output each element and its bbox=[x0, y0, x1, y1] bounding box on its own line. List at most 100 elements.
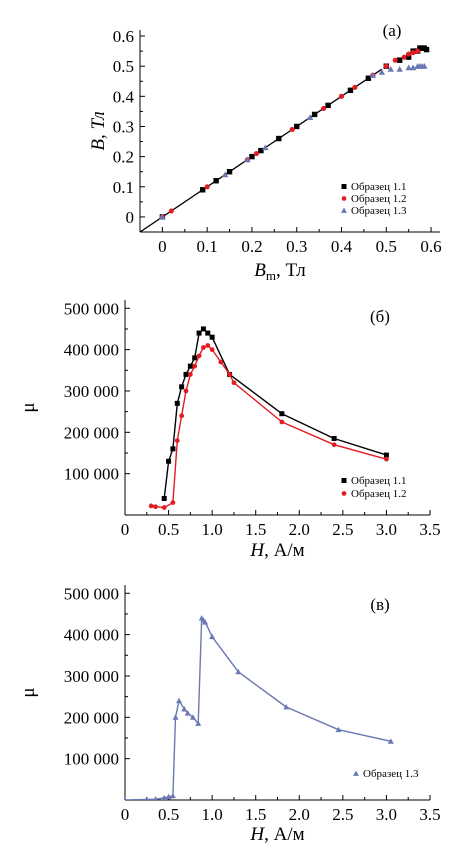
y-tick-label: 300 000 bbox=[64, 667, 119, 686]
series-line-1 bbox=[125, 617, 391, 800]
chart-panel-a: 0 0.1 0.2 0.3 0.4 0.5 0.6 0 0.1 0.2 0.3 0.4 0.5 0.6 B,… bbox=[88, 21, 442, 283]
data-point bbox=[325, 102, 331, 109]
legend-marker bbox=[353, 770, 359, 776]
data-point bbox=[397, 57, 403, 63]
data-point bbox=[183, 388, 189, 394]
x-axis-label: Bm, Тл bbox=[254, 260, 306, 283]
data-point bbox=[159, 213, 166, 220]
data-point bbox=[279, 411, 285, 417]
x-tick-label: 1.0 bbox=[202, 805, 223, 824]
legend-label: Образец 1.2 bbox=[351, 488, 407, 500]
y-tick-label: 100 000 bbox=[64, 465, 119, 484]
data-point bbox=[410, 50, 416, 56]
data-point bbox=[179, 384, 185, 390]
y-tick-label: 0.2 bbox=[113, 148, 134, 167]
x-tick-label: 0 bbox=[158, 237, 167, 256]
plot-area bbox=[148, 326, 389, 510]
data-point bbox=[196, 353, 202, 359]
x-tick-label: 0.5 bbox=[158, 805, 179, 824]
legend-label: Образец 1.1 bbox=[351, 475, 407, 487]
data-point bbox=[409, 64, 417, 71]
data-point bbox=[226, 169, 233, 175]
legend-label: Образец 1.1 bbox=[351, 181, 407, 193]
data-point bbox=[423, 46, 430, 53]
data-point bbox=[405, 54, 412, 60]
y-tick-label: 0.6 bbox=[113, 27, 134, 46]
x-tick-label: 2.0 bbox=[289, 520, 310, 539]
data-point bbox=[176, 697, 183, 704]
data-point bbox=[406, 51, 412, 57]
y-axis-label: μ bbox=[18, 402, 39, 412]
data-point bbox=[352, 84, 358, 90]
data-point bbox=[148, 503, 154, 509]
series-line-1 bbox=[163, 328, 387, 499]
data-point bbox=[192, 355, 198, 361]
data-point bbox=[383, 452, 389, 458]
data-point bbox=[235, 668, 242, 675]
data-point bbox=[253, 151, 259, 157]
data-point bbox=[384, 456, 389, 462]
x-tick-label: 0.4 bbox=[331, 237, 353, 256]
x-tick-label: 0.5 bbox=[158, 520, 179, 539]
x-tick-label: 3.0 bbox=[376, 805, 397, 824]
x-axis-label-subscript: m bbox=[266, 268, 276, 283]
legend-marker bbox=[341, 491, 347, 496]
x-axis-label-unit: , Тл bbox=[276, 260, 306, 281]
x-axis-label-symbol: H bbox=[249, 540, 265, 561]
data-point bbox=[166, 458, 172, 464]
data-point bbox=[184, 710, 191, 716]
data-point bbox=[168, 208, 174, 214]
data-point bbox=[209, 334, 215, 340]
x-axis-label-symbol: B bbox=[254, 260, 266, 281]
data-point bbox=[199, 187, 206, 193]
data-point bbox=[195, 720, 202, 726]
panel-label: (б) bbox=[370, 307, 390, 326]
y-tick-label: 0.3 bbox=[113, 117, 134, 136]
x-tick-label: 3.5 bbox=[419, 520, 440, 539]
data-point bbox=[335, 726, 342, 733]
data-point bbox=[153, 796, 158, 800]
data-point bbox=[405, 64, 412, 71]
data-point bbox=[383, 63, 389, 69]
data-point bbox=[258, 147, 264, 154]
y-axis-label: μ bbox=[18, 687, 39, 697]
x-tick-label: 0.2 bbox=[241, 237, 262, 256]
y-tick-label: 500 000 bbox=[64, 299, 119, 318]
legend-label: Образец 1.3 bbox=[351, 205, 407, 217]
data-point bbox=[306, 114, 314, 121]
legend-label: Образец 1.3 bbox=[363, 768, 419, 780]
panel-label: (a) bbox=[383, 21, 402, 40]
data-point bbox=[201, 345, 206, 350]
data-point bbox=[204, 184, 210, 190]
y-tick-label: 200 000 bbox=[64, 708, 119, 727]
x-tick-label: 3.0 bbox=[376, 520, 397, 539]
data-point bbox=[200, 326, 206, 332]
data-point bbox=[392, 57, 398, 63]
x-tick-label: 0.6 bbox=[420, 237, 441, 256]
legend-marker bbox=[341, 478, 347, 483]
x-tick-label: 2.5 bbox=[332, 520, 353, 539]
data-point bbox=[205, 343, 211, 348]
data-point bbox=[294, 123, 300, 130]
data-point bbox=[187, 363, 193, 369]
data-point bbox=[231, 380, 237, 386]
data-point bbox=[396, 65, 403, 72]
data-point bbox=[213, 178, 219, 184]
legend-label: Образец 1.2 bbox=[351, 193, 407, 205]
data-point bbox=[321, 105, 327, 111]
data-point bbox=[218, 359, 224, 365]
x-axis-label: H, А/м bbox=[249, 540, 304, 561]
data-point bbox=[369, 71, 377, 78]
data-point bbox=[174, 438, 180, 443]
x-tick-label: 1.0 bbox=[202, 520, 223, 539]
x-axis-label-unit: , А/м bbox=[264, 540, 305, 561]
data-point bbox=[187, 372, 193, 377]
y-tick-label: 300 000 bbox=[64, 382, 119, 401]
x-axis-label: H, А/м bbox=[249, 824, 304, 845]
y-tick-label: 0 bbox=[126, 208, 135, 227]
y-tick-label: 0.5 bbox=[113, 57, 134, 76]
y-tick-label: 100 000 bbox=[64, 750, 119, 769]
y-tick-label: 0.1 bbox=[113, 178, 134, 197]
x-tick-label: 1.5 bbox=[245, 520, 266, 539]
